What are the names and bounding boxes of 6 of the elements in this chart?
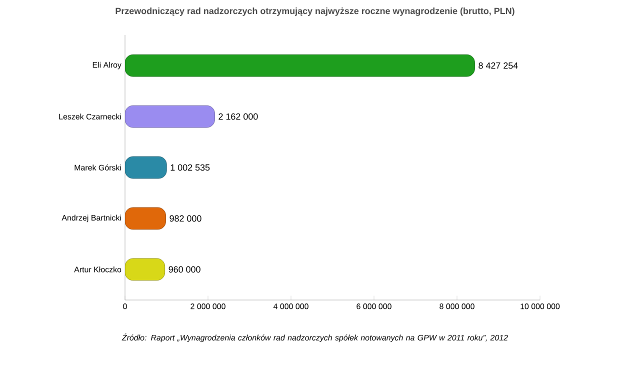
data-label: 2 162 000: [218, 113, 258, 120]
data-label: 960 000: [168, 266, 200, 273]
data-label: 982 000: [170, 215, 202, 222]
data-label: 1 002 535: [170, 164, 210, 171]
chart-title: Przewodniczący rad nadzorczych otrzymujący najwyższe roczne wynagrodzenie (brutto, PLN): [116, 8, 514, 16]
data-label: 8 427 254: [478, 62, 518, 69]
